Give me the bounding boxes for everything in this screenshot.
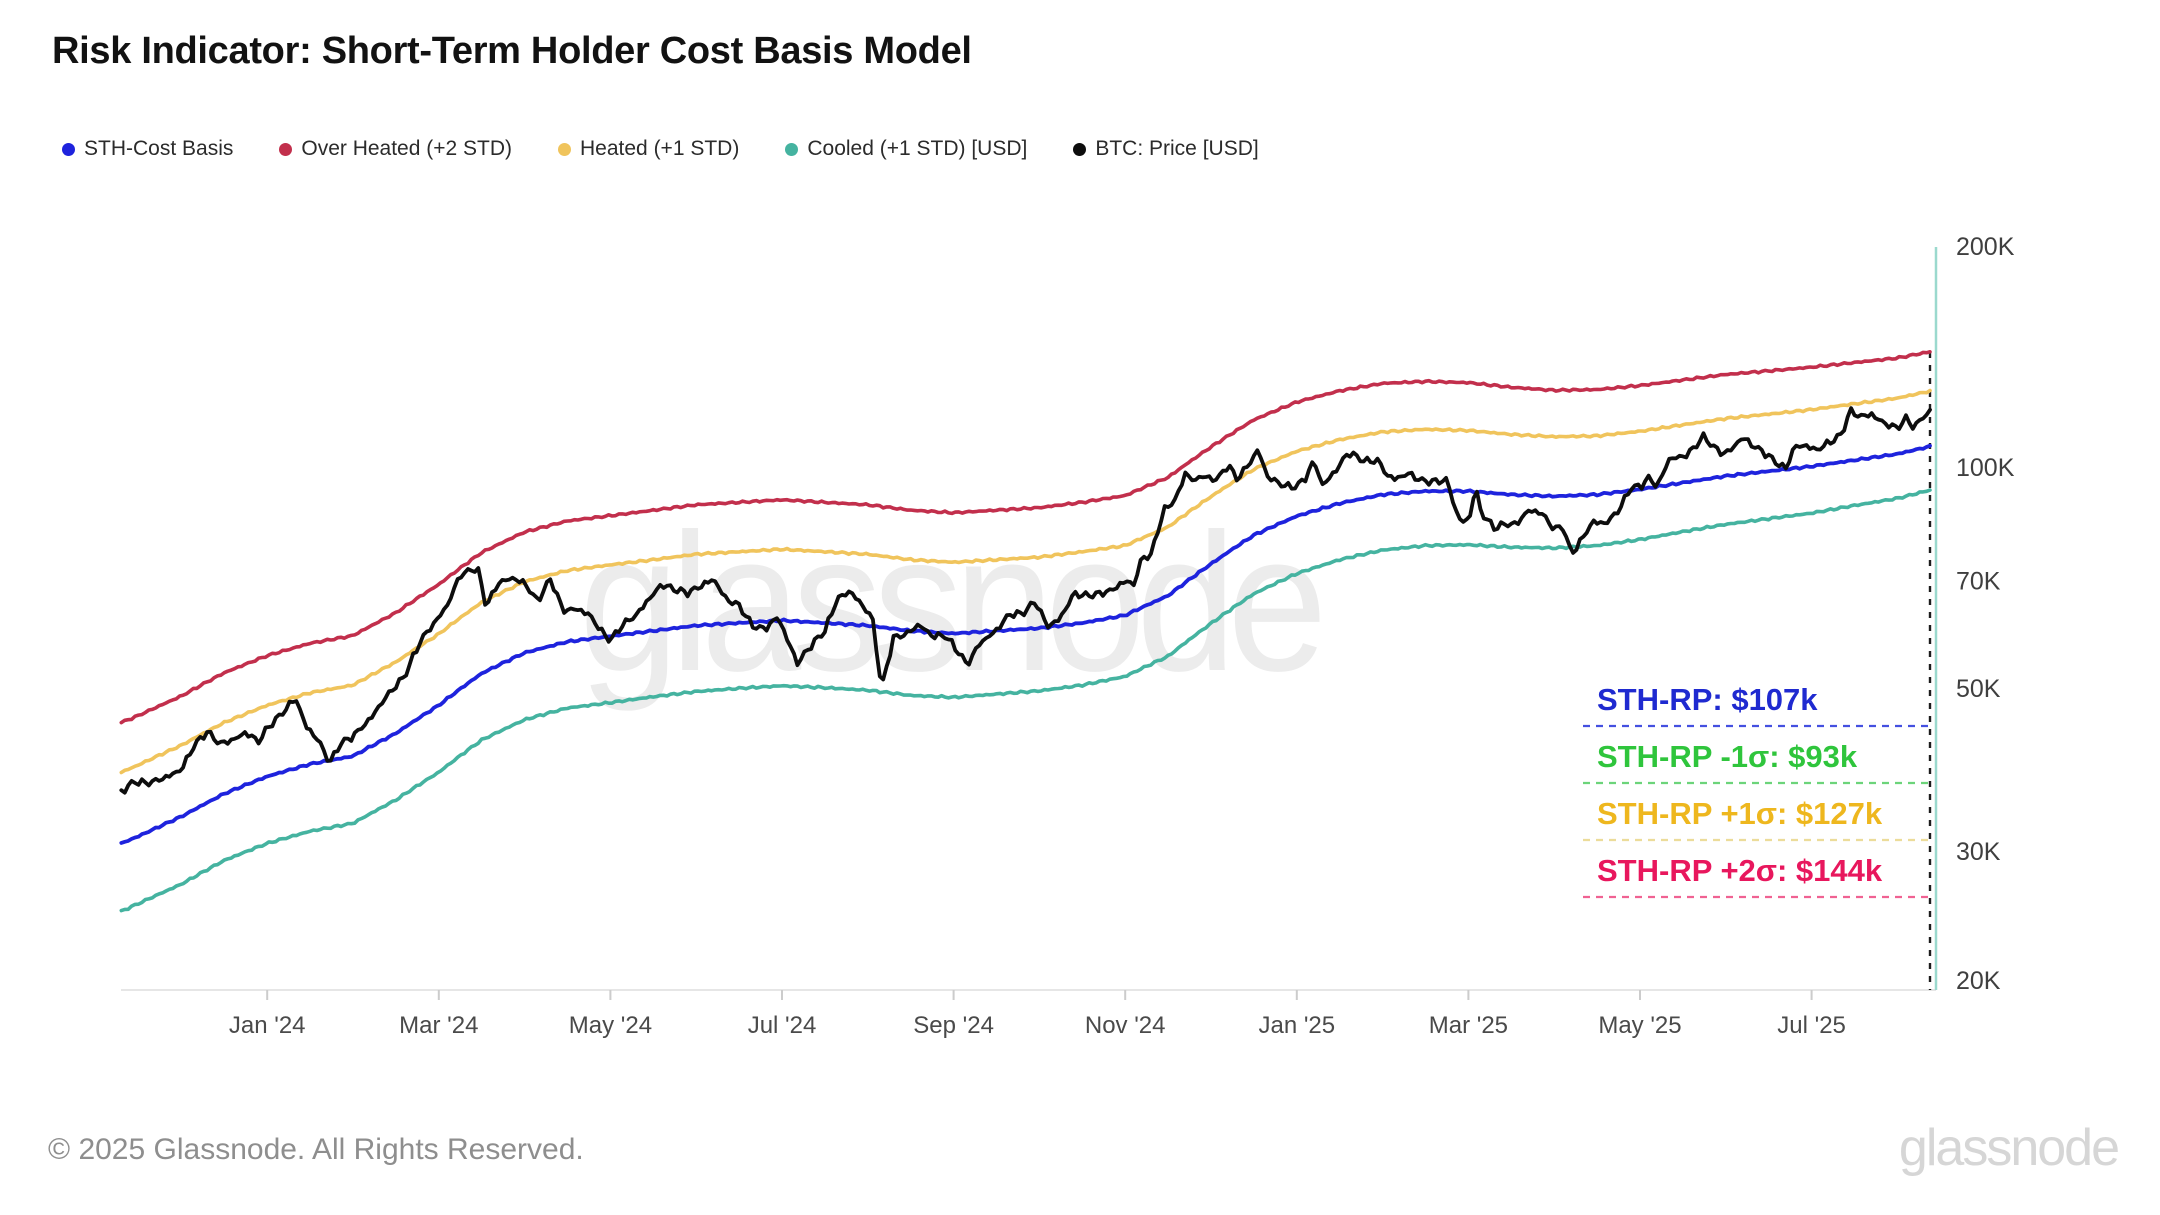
legend-label: BTC: Price [USD] bbox=[1095, 137, 1259, 160]
legend-item-2[interactable]: Heated (+1 STD) bbox=[558, 137, 739, 161]
axes-layer: Jan '24 Mar '24 May '24 Jul '24 Sep '24 Nov '… bbox=[121, 233, 2015, 1039]
x-axis-label: Nov '24 bbox=[1085, 1012, 1166, 1039]
legend-label: Heated (+1 STD) bbox=[580, 137, 740, 160]
y-axis-label: 100K bbox=[1956, 454, 2015, 482]
x-axis-label: Sep '24 bbox=[913, 1012, 994, 1039]
y-axis-label: 50K bbox=[1956, 675, 2001, 703]
legend-item-3[interactable]: Cooled (+1 STD) [USD] bbox=[785, 137, 1027, 161]
x-axis-label: Jul '25 bbox=[1777, 1012, 1846, 1039]
legend-item-0[interactable]: STH-Cost Basis bbox=[62, 137, 233, 161]
annotation-label: STH-RP +1σ: $127k bbox=[1597, 796, 1883, 831]
chart-legend: STH-Cost Basis Over Heated (+2 STD) Heated… bbox=[62, 137, 1259, 161]
x-axis-label: Jan '24 bbox=[229, 1012, 306, 1039]
annotation-label: STH-RP -1σ: $93k bbox=[1597, 739, 1858, 774]
series-line-cooled-1-std-usd- bbox=[119, 488, 1932, 913]
annotation-label: STH-RP: $107k bbox=[1597, 682, 1818, 717]
series-line-heated-1-std- bbox=[119, 388, 1932, 775]
annotation-0: STH-RP: $107k bbox=[1583, 679, 1931, 728]
annotation-2: STH-RP +1σ: $127k bbox=[1583, 793, 1931, 842]
series-layer bbox=[119, 350, 1932, 913]
legend-label: Cooled (+1 STD) [USD] bbox=[807, 137, 1028, 160]
legend-swatch-icon bbox=[1073, 142, 1087, 156]
glassnode-footer-logo: glassnode bbox=[1898, 1119, 2120, 1177]
annotations-layer: STH-RP: $107k STH-RP -1σ: $93k STH-RP +1σ:… bbox=[1583, 679, 1931, 899]
annotation-3: STH-RP +2σ: $144k bbox=[1583, 850, 1931, 899]
legend-swatch-icon bbox=[279, 142, 293, 156]
annotation-1: STH-RP -1σ: $93k bbox=[1583, 736, 1931, 785]
x-axis-label: Mar '24 bbox=[399, 1012, 478, 1039]
page-title: Risk Indicator: Short-Term Holder Cost B… bbox=[52, 30, 972, 72]
legend-item-4[interactable]: BTC: Price [USD] bbox=[1073, 137, 1259, 161]
legend-item-1[interactable]: Over Heated (+2 STD) bbox=[279, 137, 512, 161]
copyright-text: © 2025 Glassnode. All Rights Reserved. bbox=[48, 1133, 584, 1166]
legend-label: STH-Cost Basis bbox=[84, 137, 234, 160]
series-line-btc-price-usd- bbox=[119, 406, 1932, 795]
x-axis-label: May '24 bbox=[569, 1012, 652, 1039]
y-axis-label: 20K bbox=[1956, 967, 2001, 995]
annotation-label: STH-RP +2σ: $144k bbox=[1597, 853, 1883, 888]
y-axis-label: 30K bbox=[1956, 838, 2001, 866]
legend-label: Over Heated (+2 STD) bbox=[301, 137, 513, 160]
y-axis-label: 200K bbox=[1956, 233, 2015, 261]
x-axis-label: Jan '25 bbox=[1258, 1012, 1335, 1039]
series-line-over-heated-2-std- bbox=[119, 350, 1932, 725]
y-axis-label: 70K bbox=[1956, 568, 2001, 596]
legend-swatch-icon bbox=[62, 142, 75, 156]
series-line-sth-cost-basis bbox=[119, 443, 1932, 845]
x-axis-label: Mar '25 bbox=[1429, 1012, 1508, 1039]
legend-swatch-icon bbox=[558, 142, 572, 156]
x-axis-label: May '25 bbox=[1598, 1012, 1681, 1039]
x-axis-label: Jul '24 bbox=[748, 1012, 817, 1039]
legend-swatch-icon bbox=[785, 142, 799, 156]
